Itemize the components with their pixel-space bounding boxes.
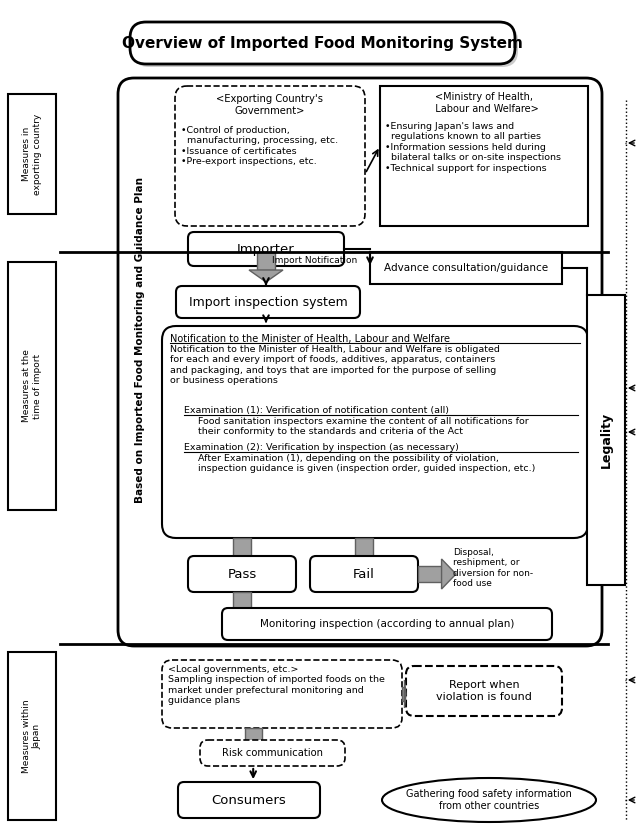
Text: Report when
violation is found: Report when violation is found [436, 680, 532, 701]
Text: After Examination (1), depending on the possibility of violation,
inspection gui: After Examination (1), depending on the … [198, 454, 535, 474]
Text: Fail: Fail [353, 568, 375, 580]
Bar [355, 538, 373, 556]
Bar [380, 86, 588, 226]
Bar [257, 252, 275, 270]
Text: Disposal,
reshipment, or
diversion for non-
food use: Disposal, reshipment, or diversion for n… [453, 548, 533, 588]
Text: Importer: Importer [237, 243, 295, 255]
FancyBboxPatch shape [188, 232, 344, 266]
Polygon shape [225, 609, 259, 620]
Bar [245, 728, 262, 743]
Text: <Exporting Country's
Government>: <Exporting Country's Government> [217, 94, 324, 116]
FancyBboxPatch shape [133, 25, 518, 67]
Bar [233, 538, 251, 556]
Text: Monitoring inspection (according to annual plan): Monitoring inspection (according to annu… [260, 619, 514, 629]
FancyBboxPatch shape [188, 556, 296, 592]
Text: Consumers: Consumers [211, 794, 287, 806]
Text: •Ensuring Japan's laws and
  regulations known to all parties
•Information sessi: •Ensuring Japan's laws and regulations k… [385, 122, 561, 172]
Bar [8, 262, 56, 510]
Text: Import Notification: Import Notification [272, 256, 357, 265]
FancyBboxPatch shape [222, 608, 552, 640]
Text: <Ministry of Health,
  Labour and Welfare>: <Ministry of Health, Labour and Welfare> [429, 92, 539, 113]
Text: •Control of production,
  manufacturing, processing, etc.
•Issuance of certifica: •Control of production, manufacturing, p… [181, 126, 338, 166]
FancyBboxPatch shape [200, 740, 345, 766]
Text: Notification to the Minister of Health, Labour and Welfare is obligated
for each: Notification to the Minister of Health, … [170, 345, 500, 386]
FancyBboxPatch shape [406, 666, 562, 716]
Text: Risk communication: Risk communication [222, 748, 323, 758]
Text: Overview of Imported Food Monitoring System: Overview of Imported Food Monitoring Sys… [122, 35, 523, 50]
Bar [587, 295, 625, 585]
Ellipse shape [382, 778, 596, 822]
Text: Pass: Pass [227, 568, 257, 580]
Text: Advance consultation/guidance: Advance consultation/guidance [384, 263, 548, 273]
Text: Notification to the Minister of Health, Labour and Welfare: Notification to the Minister of Health, … [170, 334, 450, 344]
FancyBboxPatch shape [162, 326, 588, 538]
Text: Legality: Legality [599, 412, 613, 468]
Bar [370, 252, 562, 284]
Text: Based on Imported Food Monitoring and Guidance Plan: Based on Imported Food Monitoring and Gu… [135, 177, 145, 503]
Text: <Local governments, etc.>
Sampling inspection of imported foods on the
market un: <Local governments, etc.> Sampling inspe… [168, 665, 385, 706]
FancyBboxPatch shape [178, 782, 320, 818]
Text: Food sanitation inspectors examine the content of all notifications for
their co: Food sanitation inspectors examine the c… [198, 417, 529, 437]
FancyBboxPatch shape [175, 86, 365, 226]
Polygon shape [249, 270, 283, 282]
Text: Gathering food safety information
from other countries: Gathering food safety information from o… [406, 790, 572, 811]
Text: Examination (2): Verification by inspection (as necessary): Examination (2): Verification by inspect… [184, 443, 459, 452]
FancyBboxPatch shape [162, 660, 402, 728]
Text: Import inspection system: Import inspection system [189, 296, 347, 308]
Polygon shape [441, 559, 456, 589]
Bar [233, 592, 251, 609]
Text: Measures at the
time of import: Measures at the time of import [22, 349, 41, 423]
Bar [402, 687, 404, 701]
Text: Measures in
exporting country: Measures in exporting country [22, 113, 41, 195]
Text: Measures within
Japan: Measures within Japan [22, 699, 41, 773]
Polygon shape [237, 743, 269, 752]
Bar [8, 652, 56, 820]
Polygon shape [225, 556, 259, 568]
Text: Examination (1): Verification of notification content (all): Examination (1): Verification of notific… [184, 406, 449, 415]
Polygon shape [347, 556, 381, 568]
FancyBboxPatch shape [118, 78, 602, 646]
FancyBboxPatch shape [310, 556, 418, 592]
Bar [418, 566, 441, 582]
Bar [8, 94, 56, 214]
Polygon shape [404, 680, 406, 708]
FancyBboxPatch shape [130, 22, 515, 64]
FancyBboxPatch shape [176, 286, 360, 318]
